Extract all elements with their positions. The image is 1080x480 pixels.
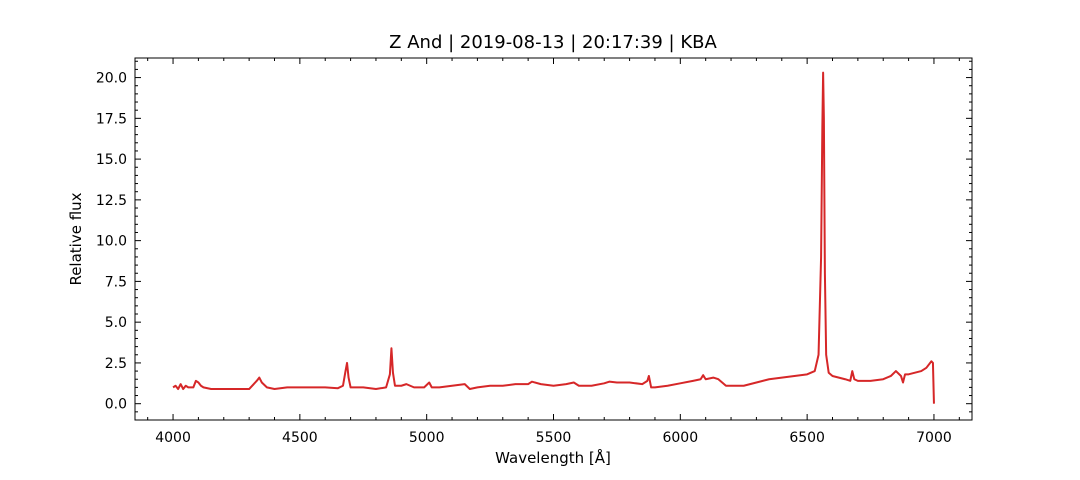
x-tick-label: 6500 xyxy=(789,430,825,446)
x-tick-label: 4000 xyxy=(155,430,191,446)
y-tick-label: 17.5 xyxy=(96,111,127,127)
y-tick-label: 7.5 xyxy=(105,274,127,290)
axis-ticks: 4000 4500 5000 5500 6000 6500 7000 0.0 2.5 5.0 7.5… xyxy=(96,58,972,446)
y-tick-label: 20.0 xyxy=(96,71,127,87)
y-tick-label: 0.0 xyxy=(105,397,127,413)
x-tick-label: 6000 xyxy=(662,430,698,446)
spectrum-line xyxy=(172,71,935,404)
y-tick-label: 12.5 xyxy=(96,193,127,209)
x-axis-label: Wavelength [Å] xyxy=(495,448,611,467)
x-tick-label: 4500 xyxy=(282,430,318,446)
y-axis-label: Relative flux xyxy=(67,192,85,285)
plot-frame xyxy=(134,57,973,421)
y-tick-label: 15.0 xyxy=(96,152,127,168)
x-tick-label: 5500 xyxy=(536,430,572,446)
x-tick-label: 5000 xyxy=(409,430,445,446)
chart-title: Z And | 2019-08-13 | 20:17:39 | KBA xyxy=(389,32,717,53)
y-tick-label: 10.0 xyxy=(96,234,127,250)
x-tick-label: 7000 xyxy=(916,430,952,446)
y-tick-label: 5.0 xyxy=(105,315,127,331)
y-tick-label: 2.5 xyxy=(105,356,127,372)
